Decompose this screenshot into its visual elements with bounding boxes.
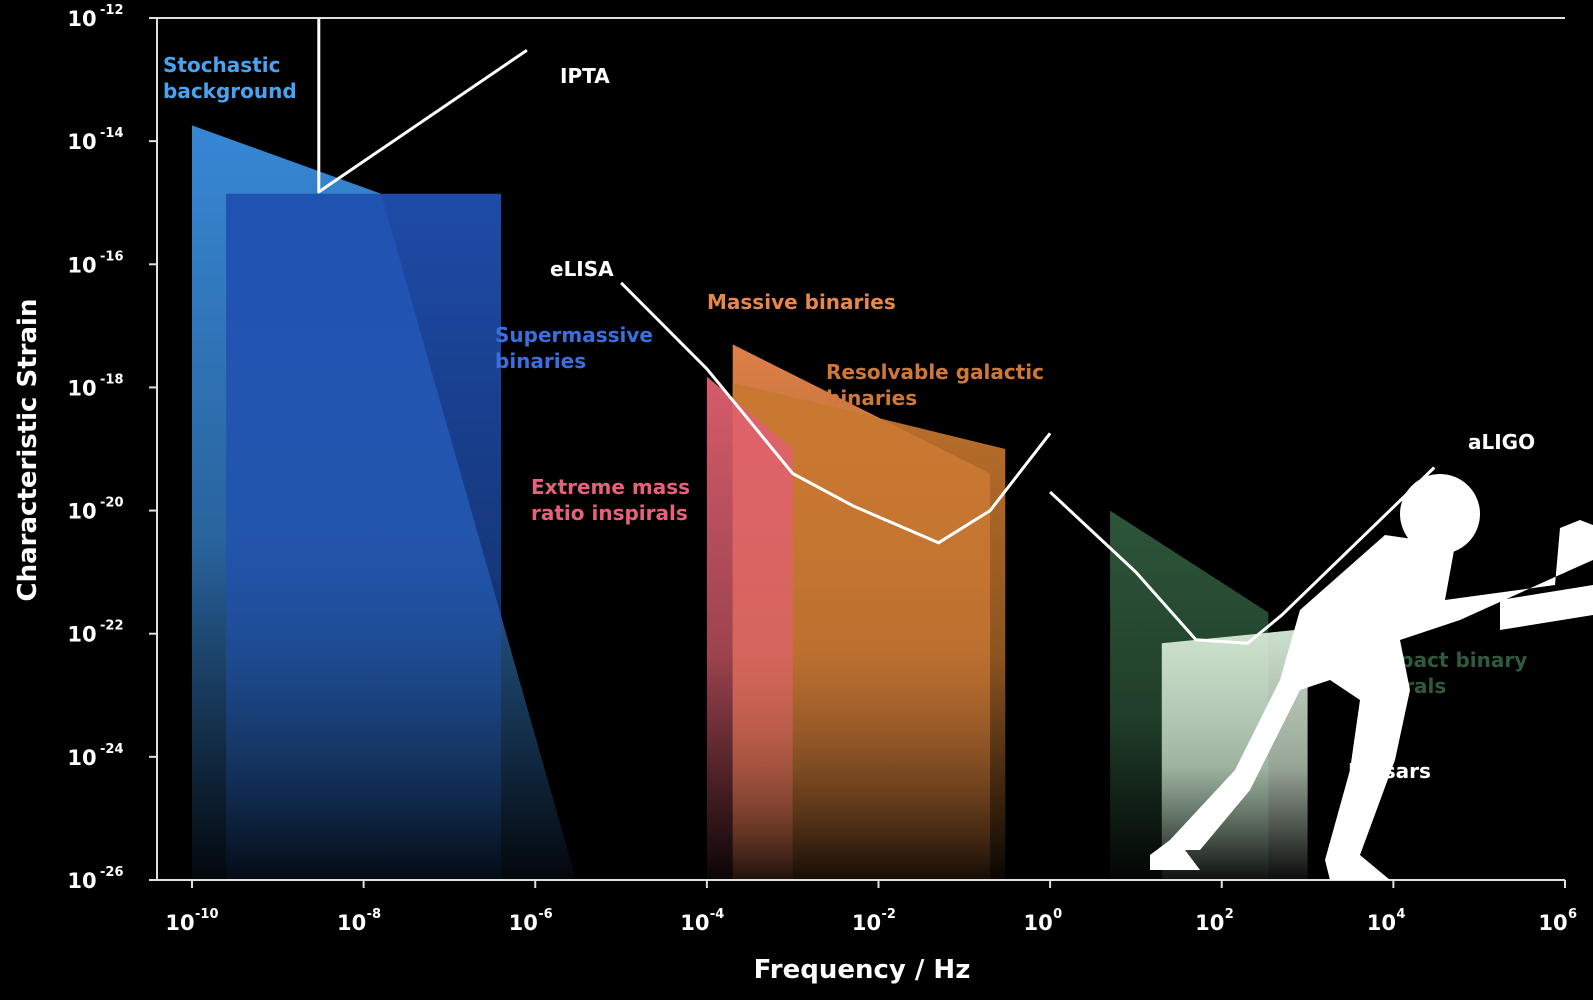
x-tick-label: 10 [1538,911,1567,935]
region-resolvable-galactic-binaries [732,382,1006,880]
x-tick-exponent: 0 [1053,907,1062,922]
y-axis-title: Characteristic Strain [13,299,43,602]
y-tick-exponent: -18 [100,372,124,387]
axis-ticks: 10 -10 10 -8 10 -6 10 -4 10 -2 10 0 10 2 10 4 10 610 -1210… [67,3,1577,935]
x-tick-exponent: -10 [195,907,219,922]
label-extreme-mass-ratio-inspirals: Extreme mass [531,475,690,499]
y-tick-exponent: -22 [100,619,124,634]
x-tick-exponent: -2 [882,907,896,922]
y-tick-label: 10 [67,253,96,277]
x-tick-label: 10 [509,911,538,935]
y-tick-label: 10 [67,746,96,770]
y-tick-exponent: -26 [100,865,124,880]
x-tick-label: 10 [1367,911,1396,935]
label-resolvable-galactic-binaries: Resolvable galactic [826,360,1044,384]
y-tick-label: 10 [67,376,96,400]
x-tick-exponent: 2 [1225,907,1234,922]
y-tick-label: 10 [67,500,96,524]
y-tick-label: 10 [67,869,96,893]
curve-ipta [317,18,528,194]
curve-elisa [620,281,1052,545]
y-tick-exponent: -12 [100,3,124,18]
label-elisa: eLISA [550,257,614,281]
label-supermassive-binaries: binaries [495,349,586,373]
region-extreme-mass-ratio-inspirals [706,376,793,880]
x-tick-label: 10 [852,911,881,935]
curve-aligo [1049,466,1436,645]
y-tick-exponent: -24 [100,742,124,757]
x-tick-label: 10 [680,911,709,935]
pushing-figure-silhouette [1150,474,1593,880]
x-tick-exponent: 6 [1568,907,1577,922]
y-tick-label: 10 [67,7,96,31]
y-tick-exponent: -14 [100,126,124,141]
label-supermassive-binaries: Supermassive [495,323,653,347]
x-tick-label: 10 [337,911,366,935]
y-tick-label: 10 [67,623,96,647]
label-aligo: aLIGO [1468,430,1535,454]
y-tick-exponent: -16 [100,249,124,264]
label-stochastic-background: background [163,79,297,103]
x-tick-exponent: 4 [1396,907,1405,922]
label-ipta: IPTA [560,64,610,88]
x-axis-title: Frequency / Hz [754,955,971,985]
x-tick-label: 10 [165,911,194,935]
x-tick-label: 10 [1195,911,1224,935]
x-tick-exponent: -4 [710,907,724,922]
label-resolvable-galactic-binaries: binaries [826,386,917,410]
x-tick-label: 10 [1024,911,1053,935]
y-tick-label: 10 [67,130,96,154]
label-massive-binaries: Massive binaries [707,290,896,314]
label-extreme-mass-ratio-inspirals: ratio inspirals [531,501,688,525]
y-tick-exponent: -20 [100,496,124,511]
x-tick-exponent: -8 [367,907,381,922]
x-tick-exponent: -6 [538,907,552,922]
label-stochastic-background: Stochastic [163,53,280,77]
detector-curves [317,18,1436,645]
region-supermassive-binaries [226,193,502,880]
